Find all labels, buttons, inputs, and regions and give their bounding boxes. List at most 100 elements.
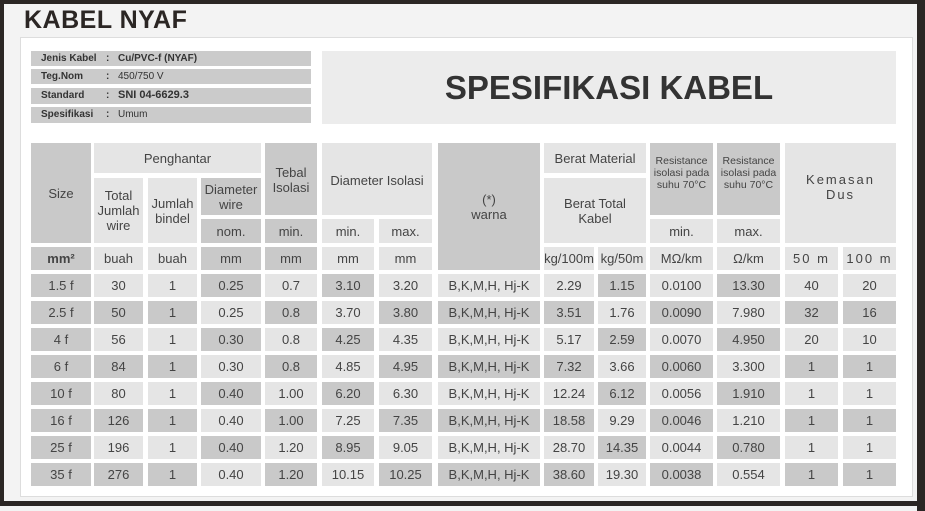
table-cell: 1 (148, 328, 197, 351)
row-size-cell: 25 f (31, 436, 91, 459)
table-cell: B,K,M,H, Hj-K (438, 436, 540, 459)
row-size-cell: 10 f (31, 382, 91, 405)
table-cell: 6.12 (598, 382, 646, 405)
table-cell: 2.29 (544, 274, 594, 297)
header-kemasan-dus: Kemasan Dus (785, 143, 896, 243)
table-cell: B,K,M,H, Hj-K (438, 409, 540, 432)
table-cell: 0.0046 (650, 409, 713, 432)
table-cell: 84 (94, 355, 143, 378)
table-cell: 3.51 (544, 301, 594, 324)
table-cell: 1 (785, 463, 838, 486)
table-cell: 3.66 (598, 355, 646, 378)
info-key: Jenis Kabel (41, 53, 97, 64)
table-cell: 4.950 (717, 328, 780, 351)
table-cell: B,K,M,H, Hj-K (438, 274, 540, 297)
table-cell: 0.8 (265, 328, 317, 351)
table-cell: B,K,M,H, Hj-K (438, 382, 540, 405)
table-cell: 4.85 (322, 355, 374, 378)
table-cell: 6.30 (379, 382, 432, 405)
unit-cell: kg/100m (544, 247, 594, 270)
header-diameter-min: min. (322, 219, 374, 243)
header-size: Size (31, 143, 91, 243)
header-resistance-max: Resistance isolasi pada suhu 70°C (717, 143, 780, 215)
info-row-standard: Standard: SNI 04-6629.3 (31, 88, 311, 104)
table-cell: 1 (148, 436, 197, 459)
table-cell: 1 (148, 274, 197, 297)
table-cell: B,K,M,H, Hj-K (438, 301, 540, 324)
unit-cell: kg/50m (598, 247, 646, 270)
table-cell: 0.40 (201, 382, 261, 405)
table-cell: 0.0100 (650, 274, 713, 297)
table-cell: 16 (843, 301, 896, 324)
info-value: Cu/PVC-f (NYAF) (118, 53, 198, 64)
table-cell: 1 (148, 463, 197, 486)
table-cell: 3.80 (379, 301, 432, 324)
table-cell: 10.15 (322, 463, 374, 486)
table-cell: 1 (843, 382, 896, 405)
table-cell: 28.70 (544, 436, 594, 459)
table-cell: 0.780 (717, 436, 780, 459)
table-cell: 13.30 (717, 274, 780, 297)
table-cell: 4.95 (379, 355, 432, 378)
row-size-cell: 2.5 f (31, 301, 91, 324)
row-size-cell: 1.5 f (31, 274, 91, 297)
header-diameter-isolasi: Diameter Isolasi (322, 143, 432, 215)
header-jumlah-bindel: Jumlah bindel (148, 178, 197, 243)
row-size-cell: 16 f (31, 409, 91, 432)
table-cell: 1.15 (598, 274, 646, 297)
table-cell: 18.58 (544, 409, 594, 432)
table-cell: 0.25 (201, 301, 261, 324)
table-cell: 6.20 (322, 382, 374, 405)
table-cell: 1.76 (598, 301, 646, 324)
info-value: Umum (118, 109, 148, 120)
unit-cell: mm (379, 247, 432, 270)
table-cell: 19.30 (598, 463, 646, 486)
table-cell: 7.32 (544, 355, 594, 378)
table-cell: 4.35 (379, 328, 432, 351)
table-cell: 0.0060 (650, 355, 713, 378)
unit-cell: 100 m (843, 247, 896, 270)
table-cell: 0.0044 (650, 436, 713, 459)
table-cell: 50 (94, 301, 143, 324)
table-cell: 4.25 (322, 328, 374, 351)
table-cell: 10.25 (379, 463, 432, 486)
table-cell: 0.7 (265, 274, 317, 297)
unit-cell: buah (148, 247, 197, 270)
table-cell: 1.20 (265, 436, 317, 459)
header-total-jumlah-wire: Total Jumlah wire (94, 178, 143, 243)
info-value: SNI 04-6629.3 (118, 89, 189, 101)
table-cell: 1.910 (717, 382, 780, 405)
unit-cell: MΩ/km (650, 247, 713, 270)
table-cell: 1.20 (265, 463, 317, 486)
table-cell: 12.24 (544, 382, 594, 405)
table-cell: 0.0056 (650, 382, 713, 405)
unit-cell: mm (201, 247, 261, 270)
info-sep: : (106, 71, 110, 82)
unit-cell: 50 m (785, 247, 838, 270)
table-cell: 1 (843, 463, 896, 486)
unit-cell: buah (94, 247, 143, 270)
table-cell: 1 (785, 355, 838, 378)
table-cell: B,K,M,H, Hj-K (438, 328, 540, 351)
table-cell: 1 (843, 409, 896, 432)
table-cell: 0.554 (717, 463, 780, 486)
table-cell: 1 (148, 355, 197, 378)
info-sep: : (106, 53, 110, 64)
table-cell: 14.35 (598, 436, 646, 459)
table-cell: 7.25 (322, 409, 374, 432)
table-cell: 0.0038 (650, 463, 713, 486)
table-cell: 1 (148, 409, 197, 432)
header-resistance-min-label: min. (650, 219, 713, 243)
row-size-cell: 35 f (31, 463, 91, 486)
table-cell: 10 (843, 328, 896, 351)
brand-title: KABEL NYAF (24, 6, 188, 34)
header-resistance-min: Resistance isolasi pada suhu 70°C (650, 143, 713, 215)
table-cell: 40 (785, 274, 838, 297)
table-cell: 1 (785, 409, 838, 432)
table-cell: 1.00 (265, 382, 317, 405)
unit-cell: mm (265, 247, 317, 270)
frame-right-bar (917, 0, 925, 511)
table-cell: 1 (148, 382, 197, 405)
table-cell: 20 (843, 274, 896, 297)
